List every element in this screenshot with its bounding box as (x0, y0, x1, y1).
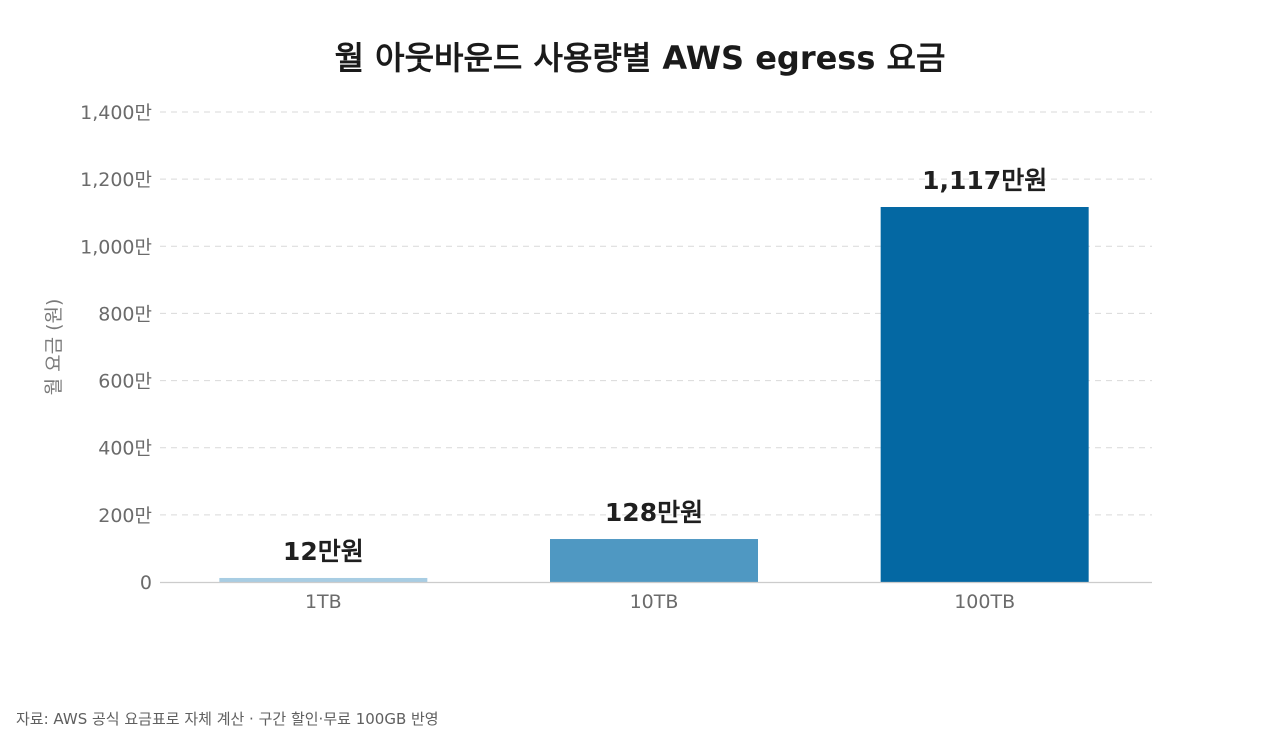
y-tick-label: 600만 (98, 371, 152, 393)
bars (219, 207, 1089, 582)
y-tick-label: 800만 (98, 303, 152, 325)
data-label: 1,117만원 (922, 166, 1047, 195)
bar-100tb (880, 207, 1089, 582)
x-tick-label: 1TB (305, 591, 342, 613)
x-tick-label: 10TB (630, 591, 679, 613)
y-tick-label: 1,400만 (80, 102, 152, 124)
y-tick-label: 1,000만 (80, 236, 152, 258)
y-tick-label: 0 (140, 572, 152, 594)
x-tick-label: 100TB (954, 591, 1015, 613)
chart-title: 월 아웃바운드 사용량별 AWS egress 요금 (335, 39, 946, 77)
x-axis-ticks: 1TB 10TB 100TB (305, 591, 1015, 613)
y-tick-label: 200만 (98, 505, 152, 527)
bar-10tb (550, 539, 758, 582)
data-label: 128만원 (605, 498, 703, 527)
data-labels: 12만원 128만원 1,117만원 (283, 166, 1047, 566)
y-axis-label: 월 요금 (원) (43, 299, 65, 396)
y-axis-ticks: 0 200만 400만 600만 800만 1,000만 1,200만 1,400만 (80, 102, 152, 594)
gridlines (160, 111, 1152, 516)
source-note: 자료: AWS 공식 요금표로 자체 계산 · 구간 할인·무료 100GB 반… (16, 710, 439, 728)
y-tick-label: 400만 (98, 438, 152, 460)
y-tick-label: 1,200만 (80, 169, 152, 191)
data-label: 12만원 (283, 537, 364, 566)
bar-1tb (219, 577, 428, 582)
